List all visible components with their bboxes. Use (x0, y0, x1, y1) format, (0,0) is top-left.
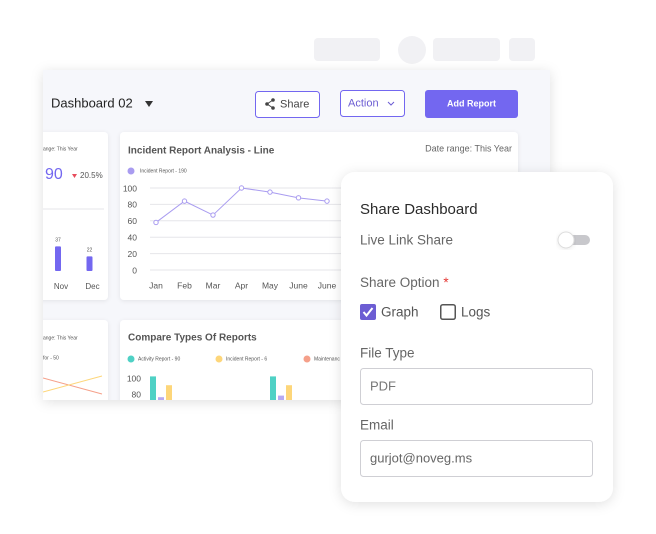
summary-chart: 37 Nov 22 Dec (54, 238, 100, 291)
field-label: Live Link Share (360, 233, 453, 248)
decor-line (43, 377, 103, 395)
x-tick-label: June (289, 280, 308, 290)
field-label: Email (360, 418, 394, 433)
point (324, 198, 330, 204)
option-label: Graph (381, 305, 419, 320)
dashboard-title: Dashboard 02 (51, 95, 133, 110)
checkbox-box (440, 304, 456, 320)
add-report-label: Add Report (447, 98, 496, 108)
check-mark (362, 307, 374, 318)
y-tick-label: 80 (128, 200, 138, 210)
date-range: ange: This Year (43, 335, 78, 341)
legend-label: Activity Report - 90 (138, 356, 180, 362)
summary-card (43, 132, 108, 300)
y-tick-label: 80 (132, 389, 142, 399)
toggle[interactable] (557, 231, 590, 249)
placeholder (509, 38, 535, 61)
card-title: Incident Report Analysis - Line (128, 146, 275, 157)
card-title: Compare Types Of Reports (128, 333, 257, 344)
bar (270, 376, 276, 400)
dropdown-arrow[interactable] (145, 101, 153, 107)
bar (166, 385, 172, 400)
email-input[interactable] (360, 440, 593, 477)
legend-marker (127, 167, 135, 175)
x-tick-label: Nov (54, 282, 68, 291)
option-label: Logs (461, 305, 491, 320)
x-tick-label: Apr (235, 280, 248, 290)
placeholder (433, 38, 500, 61)
bar (158, 397, 164, 400)
y-tick-label: 100 (123, 183, 137, 193)
y-tick-label: 60 (128, 216, 138, 226)
value-label: 37 (55, 238, 61, 244)
share-label: Share (280, 98, 309, 110)
action-button[interactable]: Action (340, 90, 405, 117)
x-tick-label: Mar (206, 280, 221, 290)
add-report-button[interactable]: Add Report (425, 90, 518, 118)
bar (86, 256, 93, 271)
required-mark: * (443, 275, 449, 290)
input-value: PDF (370, 378, 396, 393)
bar (278, 395, 284, 400)
checkbox-box (360, 304, 376, 320)
file-type-input[interactable] (360, 368, 593, 405)
bar-chart: 80 100 Activity Report - 90 Incident Report… (127, 355, 340, 400)
summary-value: 90 (45, 166, 63, 183)
point (210, 212, 216, 218)
legend-label: Incident Report - 6 (226, 356, 267, 362)
y-tick-label: 100 (127, 373, 141, 383)
y-tick-label: 0 (132, 265, 137, 275)
field-label: Share Option * (360, 275, 449, 290)
decor-line (43, 375, 103, 393)
legend-label: Incident Report - 190 (140, 168, 187, 174)
bar (55, 246, 61, 271)
placeholder (314, 38, 380, 61)
date-range: ange: This Year (43, 146, 78, 152)
small-card (43, 320, 108, 400)
share-button[interactable]: Share (255, 91, 320, 118)
point (153, 219, 159, 226)
legend-label: Maintenanc (314, 356, 340, 362)
label-text: Share Option (360, 275, 440, 290)
share-modal: Share Dashboard Live Link Share Share Op… (341, 172, 613, 502)
legend-label: for - 50 (43, 355, 59, 361)
field-label: File Type (360, 346, 415, 361)
x-tick-label: Jan (149, 280, 163, 290)
point (181, 198, 188, 204)
point (295, 195, 302, 201)
checkbox[interactable]: Graph (360, 304, 419, 320)
point (238, 185, 245, 191)
legend-marker (215, 355, 223, 363)
checkbox[interactable]: Logs (440, 304, 491, 320)
legend-marker (127, 355, 135, 363)
bar (286, 385, 292, 400)
bar (150, 376, 156, 400)
trend-icon (72, 174, 77, 178)
placeholder (398, 36, 426, 64)
share-options: Graph Logs (360, 304, 491, 320)
modal-title: Share Dashboard (360, 201, 478, 218)
legend-marker (303, 355, 311, 363)
toggle-knob (557, 231, 575, 249)
x-tick-label: May (262, 280, 279, 290)
value-label: 22 (87, 248, 93, 254)
date-range: Date range: This Year (425, 143, 512, 153)
input-value: gurjot@noveg.ms (370, 450, 473, 465)
x-tick-label: Feb (177, 280, 192, 290)
action-label: Action (348, 97, 379, 109)
y-tick-label: 40 (128, 232, 138, 242)
modal-box (341, 172, 613, 502)
summary-change: 20.5% (80, 171, 103, 180)
y-tick-label: 20 (128, 249, 138, 259)
x-tick-label: Dec (85, 282, 99, 291)
point (267, 189, 273, 195)
x-tick-label: June (318, 280, 337, 290)
